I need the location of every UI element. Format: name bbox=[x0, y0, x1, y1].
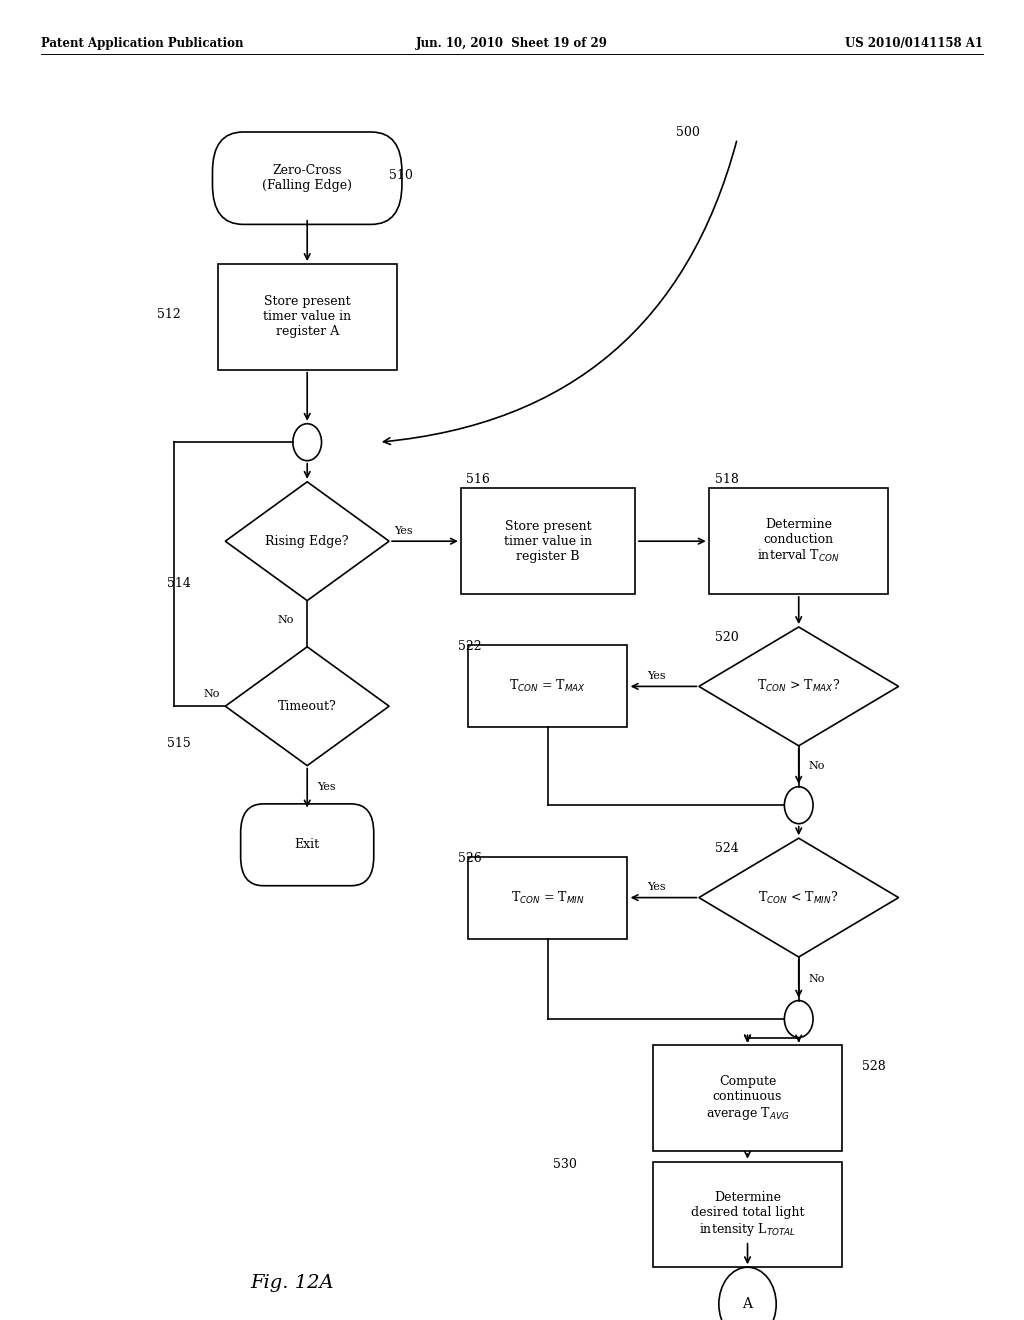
Text: Store present
timer value in
register B: Store present timer value in register B bbox=[504, 520, 592, 562]
FancyBboxPatch shape bbox=[213, 132, 401, 224]
Bar bbox=[653, 1045, 842, 1151]
Text: Determine
conduction
interval T$_{CON}$: Determine conduction interval T$_{CON}$ bbox=[758, 517, 840, 565]
Polygon shape bbox=[698, 838, 899, 957]
Text: US 2010/0141158 A1: US 2010/0141158 A1 bbox=[845, 37, 983, 50]
Text: T$_{CON}$ = T$_{MAX}$: T$_{CON}$ = T$_{MAX}$ bbox=[509, 678, 587, 694]
Bar bbox=[217, 264, 396, 370]
Circle shape bbox=[784, 787, 813, 824]
Text: 510: 510 bbox=[389, 169, 413, 182]
Text: Patent Application Publication: Patent Application Publication bbox=[41, 37, 244, 50]
Text: 526: 526 bbox=[458, 851, 481, 865]
Circle shape bbox=[784, 1001, 813, 1038]
Text: A: A bbox=[742, 1298, 753, 1311]
Circle shape bbox=[719, 1267, 776, 1320]
Polygon shape bbox=[225, 647, 389, 766]
Text: Rising Edge?: Rising Edge? bbox=[265, 535, 349, 548]
Text: 500: 500 bbox=[676, 125, 699, 139]
Text: T$_{CON}$ > T$_{MAX}$?: T$_{CON}$ > T$_{MAX}$? bbox=[757, 678, 841, 694]
Text: Zero-Cross
(Falling Edge): Zero-Cross (Falling Edge) bbox=[262, 164, 352, 193]
Polygon shape bbox=[698, 627, 899, 746]
Text: Timeout?: Timeout? bbox=[278, 700, 337, 713]
Text: 516: 516 bbox=[466, 473, 489, 486]
Text: 512: 512 bbox=[157, 308, 180, 321]
Text: 515: 515 bbox=[167, 737, 190, 750]
Text: Jun. 10, 2010  Sheet 19 of 29: Jun. 10, 2010 Sheet 19 of 29 bbox=[416, 37, 608, 50]
Text: No: No bbox=[809, 760, 825, 771]
Circle shape bbox=[293, 424, 322, 461]
Bar bbox=[469, 857, 627, 939]
Text: No: No bbox=[278, 615, 294, 626]
Text: Yes: Yes bbox=[394, 525, 413, 536]
Text: Yes: Yes bbox=[317, 781, 336, 792]
Text: Exit: Exit bbox=[295, 838, 319, 851]
Polygon shape bbox=[225, 482, 389, 601]
Text: 522: 522 bbox=[458, 640, 481, 653]
Text: Fig. 12A: Fig. 12A bbox=[250, 1274, 334, 1292]
Text: T$_{CON}$ = T$_{MIN}$: T$_{CON}$ = T$_{MIN}$ bbox=[511, 890, 585, 906]
Text: No: No bbox=[204, 689, 220, 700]
Text: Yes: Yes bbox=[647, 671, 666, 681]
Bar bbox=[653, 1162, 842, 1267]
FancyBboxPatch shape bbox=[241, 804, 374, 886]
Text: Store present
timer value in
register A: Store present timer value in register A bbox=[263, 296, 351, 338]
Bar bbox=[709, 488, 888, 594]
Text: No: No bbox=[809, 974, 825, 985]
Text: 520: 520 bbox=[715, 631, 738, 644]
Text: 514: 514 bbox=[167, 577, 190, 590]
Text: Determine
desired total light
intensity L$_{TOTAL}$: Determine desired total light intensity … bbox=[691, 1191, 804, 1238]
Bar bbox=[461, 488, 635, 594]
Text: Yes: Yes bbox=[647, 882, 666, 892]
Text: T$_{CON}$ < T$_{MIN}$?: T$_{CON}$ < T$_{MIN}$? bbox=[759, 890, 839, 906]
Text: 524: 524 bbox=[715, 842, 738, 855]
Text: 528: 528 bbox=[862, 1060, 886, 1073]
Bar bbox=[469, 645, 627, 727]
Text: 518: 518 bbox=[715, 473, 738, 486]
Text: Compute
continuous
average T$_{AVG}$: Compute continuous average T$_{AVG}$ bbox=[706, 1074, 790, 1122]
Text: 530: 530 bbox=[553, 1158, 577, 1171]
